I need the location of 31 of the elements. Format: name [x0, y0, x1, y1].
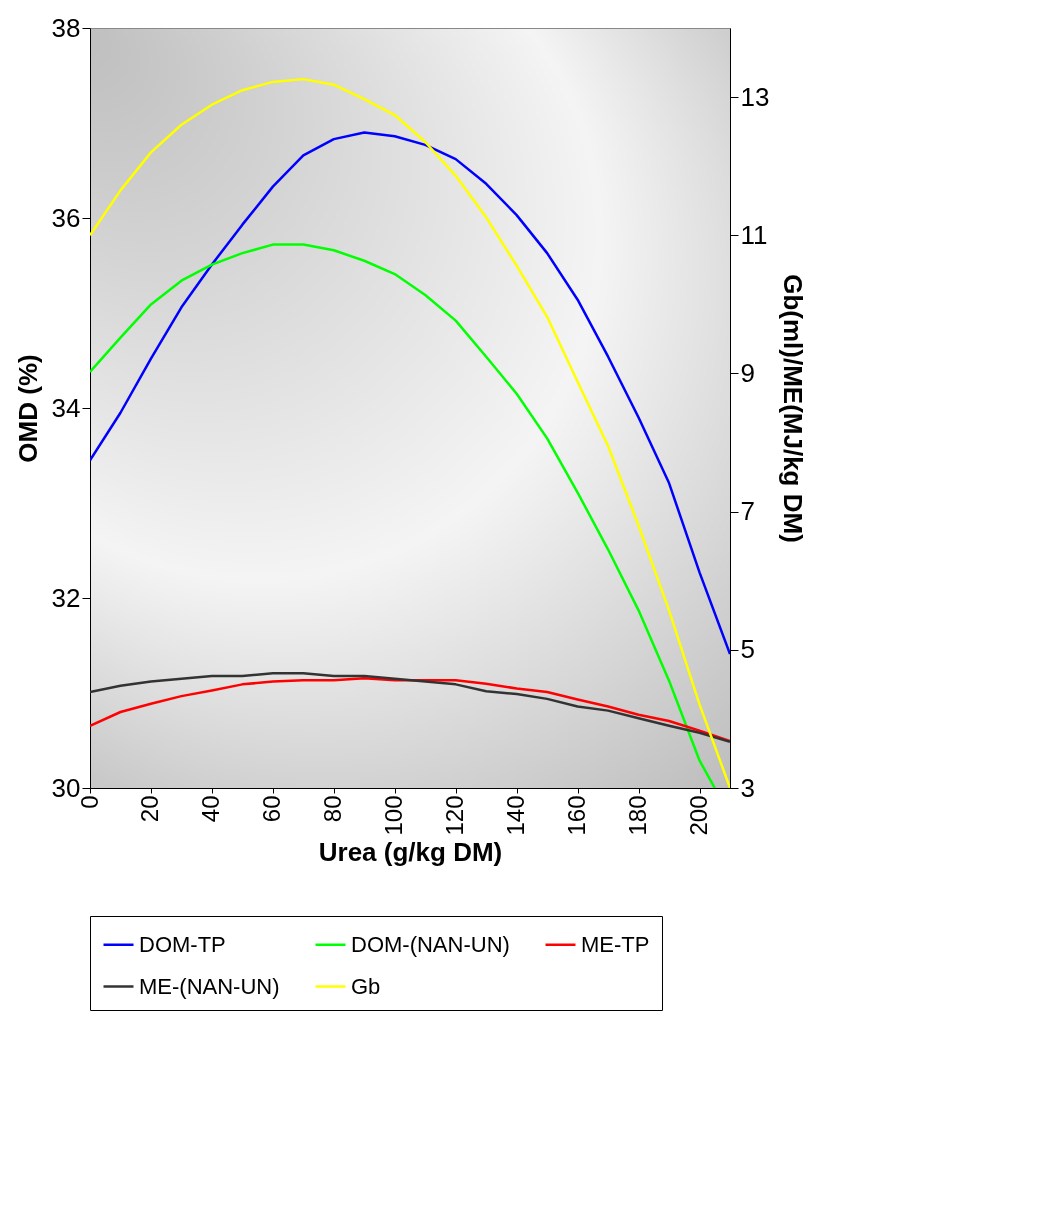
y-tick-label: 38 — [51, 12, 81, 43]
y2-tick-label: 5 — [740, 634, 755, 665]
x-tick-label: 60 — [258, 795, 286, 823]
x-tick-label: 100 — [380, 795, 408, 836]
y-axis-title: OMD (%) — [12, 354, 43, 463]
y-tick-label: 36 — [51, 202, 81, 233]
x-tick-label: 80 — [319, 795, 347, 823]
line-series — [90, 243, 717, 788]
y2-tick-label: 3 — [740, 772, 755, 803]
x-tick-label: 140 — [502, 795, 530, 836]
y2-tick-label: 9 — [740, 357, 755, 388]
x-tick-label: 180 — [624, 795, 652, 836]
legend-label: DOM-(NAN-UN) — [351, 931, 510, 957]
y-tick-label: 32 — [51, 582, 81, 613]
x-tick-label: 20 — [136, 795, 164, 823]
line-series — [90, 131, 730, 656]
y-tick-label: 30 — [51, 772, 81, 803]
y2-tick-label: 7 — [740, 496, 755, 527]
x-axis-title: Urea (g/kg DM) — [318, 836, 503, 867]
legend-label: Gb — [351, 973, 381, 999]
y-tick-label: 34 — [51, 392, 81, 423]
legend-label: DOM-TP — [139, 931, 226, 957]
x-tick-label: 120 — [441, 795, 469, 836]
y2-tick-label: 13 — [740, 81, 770, 112]
y2-tick-label: 11 — [740, 219, 768, 250]
legend-label: ME-TP — [581, 931, 650, 957]
x-tick-label: 160 — [563, 795, 591, 836]
legend-label: ME-(NAN-UN) — [139, 973, 280, 999]
x-tick-label: 200 — [685, 795, 713, 836]
y2-axis-title: Gb(ml)/ME(MJ/kg DM) — [778, 274, 809, 543]
x-tick-label: 40 — [197, 795, 225, 823]
